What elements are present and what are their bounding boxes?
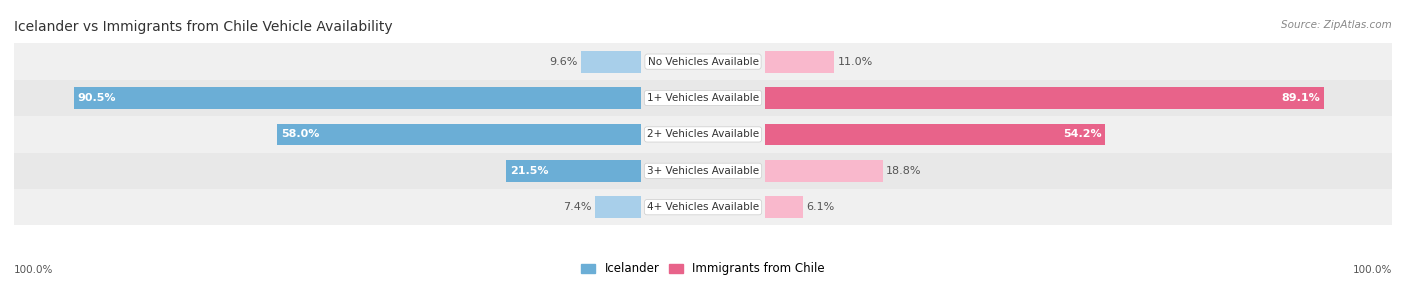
Text: 58.0%: 58.0%: [281, 130, 319, 139]
Text: 89.1%: 89.1%: [1281, 93, 1320, 103]
Text: 1+ Vehicles Available: 1+ Vehicles Available: [647, 93, 759, 103]
Text: 6.1%: 6.1%: [807, 202, 835, 212]
Bar: [14, 43, 1406, 80]
Text: 3+ Vehicles Available: 3+ Vehicles Available: [647, 166, 759, 176]
Legend: Icelander, Immigrants from Chile: Icelander, Immigrants from Chile: [576, 258, 830, 280]
Bar: [765, 124, 1105, 145]
Bar: [506, 160, 641, 182]
Bar: [765, 87, 1323, 109]
Bar: [14, 80, 1406, 116]
Bar: [14, 116, 1406, 153]
Text: 100.0%: 100.0%: [14, 265, 53, 275]
Bar: [581, 51, 641, 73]
Text: 2+ Vehicles Available: 2+ Vehicles Available: [647, 130, 759, 139]
Bar: [277, 124, 641, 145]
Bar: [595, 196, 641, 218]
Text: Icelander vs Immigrants from Chile Vehicle Availability: Icelander vs Immigrants from Chile Vehic…: [14, 20, 392, 34]
Bar: [73, 87, 641, 109]
Bar: [765, 160, 883, 182]
Text: 4+ Vehicles Available: 4+ Vehicles Available: [647, 202, 759, 212]
Bar: [765, 196, 803, 218]
Bar: [14, 153, 1406, 189]
Text: 7.4%: 7.4%: [562, 202, 591, 212]
Text: 9.6%: 9.6%: [548, 57, 578, 67]
Text: 54.2%: 54.2%: [1063, 130, 1101, 139]
Text: 90.5%: 90.5%: [77, 93, 115, 103]
Text: No Vehicles Available: No Vehicles Available: [648, 57, 758, 67]
Bar: [14, 189, 1406, 225]
Text: 18.8%: 18.8%: [886, 166, 922, 176]
Text: 100.0%: 100.0%: [1353, 265, 1392, 275]
Text: 11.0%: 11.0%: [838, 57, 873, 67]
Bar: [765, 51, 834, 73]
Text: Source: ZipAtlas.com: Source: ZipAtlas.com: [1281, 20, 1392, 30]
Text: 21.5%: 21.5%: [509, 166, 548, 176]
